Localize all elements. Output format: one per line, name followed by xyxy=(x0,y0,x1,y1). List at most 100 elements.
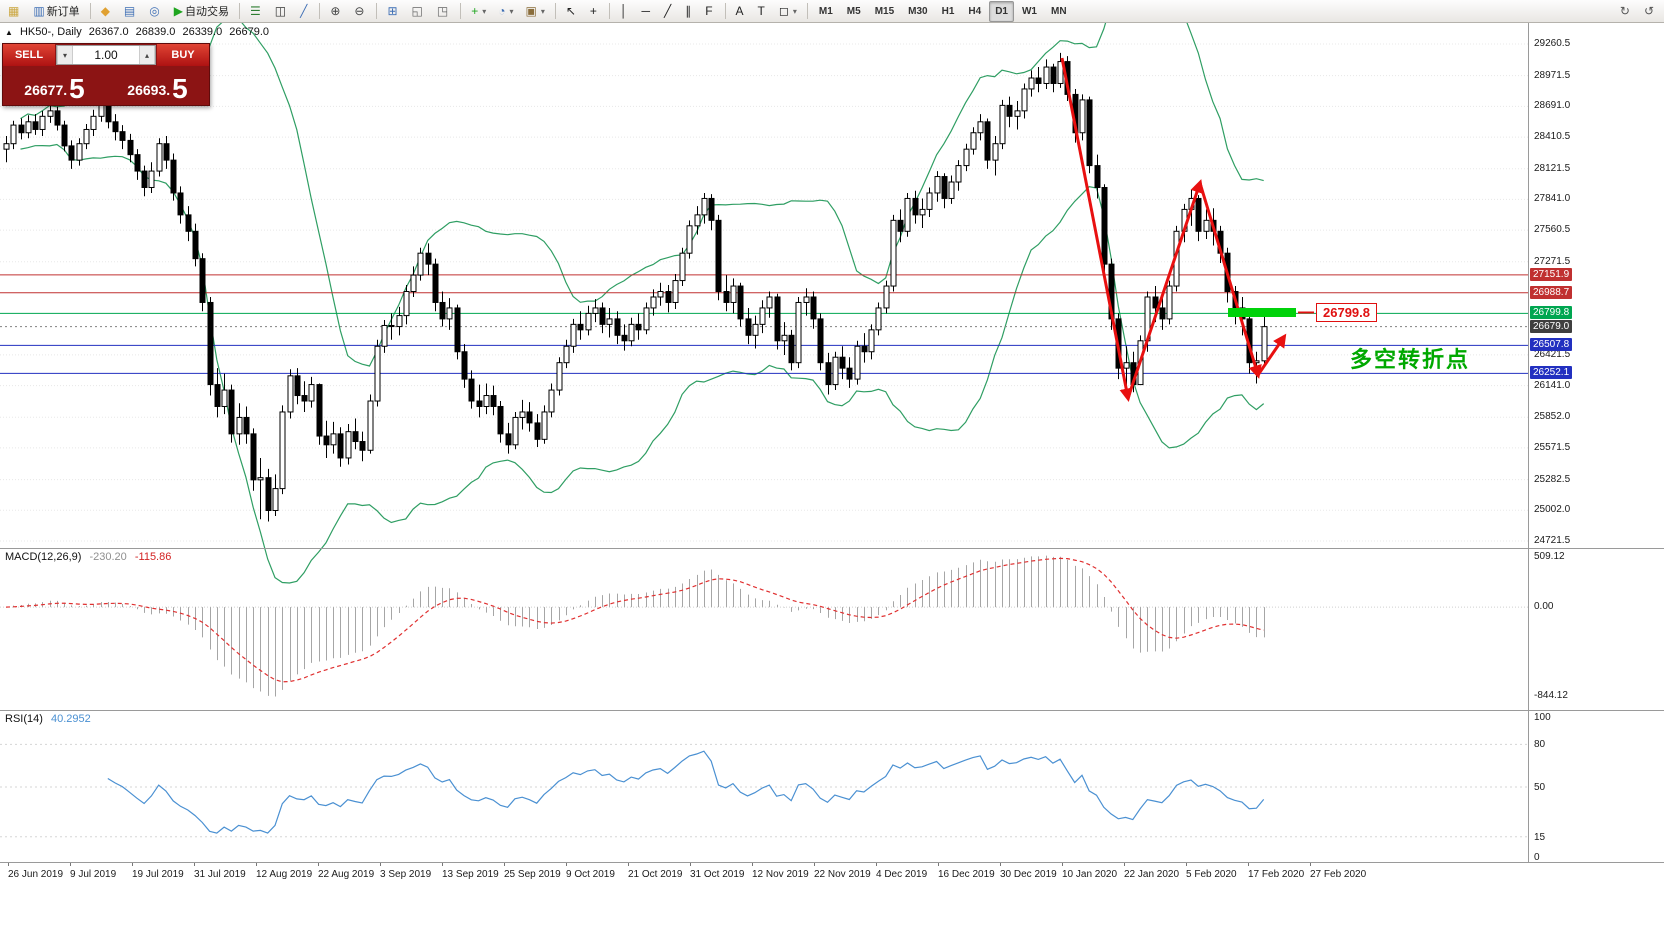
line-chart-icon[interactable]: ╱ xyxy=(295,1,314,22)
price-line-label: 26988.7 xyxy=(1530,285,1573,299)
shapes-icon[interactable]: ◻ ▾ xyxy=(774,1,802,22)
docs-icon[interactable]: ↻ xyxy=(1615,1,1637,22)
cursor-icon[interactable]: ↖ xyxy=(561,1,583,22)
horizontal-line-icon-glyph: ─ xyxy=(641,4,650,18)
buy-button[interactable]: BUY xyxy=(157,44,209,66)
bar-chart-icon-glyph: ☰ xyxy=(249,4,261,18)
tf-m1-button[interactable]: M1 xyxy=(813,1,839,22)
auto-arrange-icon-glyph: ◱ xyxy=(411,4,423,18)
channel-icon[interactable]: ∥ xyxy=(680,1,698,22)
price-line-label: 26679.0 xyxy=(1530,319,1573,333)
symbol-icon: ▲ xyxy=(5,28,13,37)
candlestick-chart-icon-glyph: ◫ xyxy=(274,4,287,18)
new-order-icon: ▥ xyxy=(33,4,45,18)
volume-increase-button[interactable]: ▴ xyxy=(139,46,155,64)
toolbar-separator xyxy=(376,3,378,19)
candlestick-chart-icon[interactable]: ◫ xyxy=(270,1,293,22)
macd-main-value: -230.20 xyxy=(89,551,127,563)
fibonacci-icon-glyph: F xyxy=(705,4,713,18)
volume-input[interactable]: 1.00 xyxy=(94,48,118,62)
chart-shift-icon[interactable]: ▦ xyxy=(3,1,26,22)
rsi-axis-label: 0 xyxy=(1534,852,1540,863)
date-axis-label: 25 Sep 2019 xyxy=(504,869,561,880)
tf-h4-button[interactable]: H4 xyxy=(962,1,987,22)
signals-icon-glyph: ◎ xyxy=(149,4,160,18)
community-icon-glyph: ↺ xyxy=(1643,4,1654,18)
mql5-market-icon[interactable]: ◆ xyxy=(96,1,117,22)
indicators-icon-glyph: + xyxy=(471,4,479,18)
date-axis-label: 10 Jan 2020 xyxy=(1062,869,1118,880)
date-axis-label: 27 Feb 2020 xyxy=(1310,869,1367,880)
price-axis-label: 25571.5 xyxy=(1534,441,1571,453)
date-axis-label: 12 Aug 2019 xyxy=(256,869,313,880)
date-axis-label: 13 Sep 2019 xyxy=(442,869,499,880)
bar-chart-icon[interactable]: ☰ xyxy=(245,1,268,22)
trendline-icon-glyph: ╱ xyxy=(663,4,672,18)
text-icon[interactable]: A xyxy=(731,1,751,22)
zoom-in-icon[interactable]: ⊕ xyxy=(325,1,347,22)
zoom-in-icon-glyph: ⊕ xyxy=(330,4,341,18)
tf-w1-button[interactable]: W1 xyxy=(1016,1,1043,22)
trendline-icon[interactable]: ╱ xyxy=(659,1,678,22)
crosshair-icon[interactable]: + xyxy=(585,1,604,22)
price-line-label: 27151.9 xyxy=(1530,267,1573,281)
indicators-icon[interactable]: + ▾ xyxy=(466,1,491,22)
date-axis-label: 22 Aug 2019 xyxy=(318,869,375,880)
tf-mn-button[interactable]: MN xyxy=(1045,1,1073,22)
toolbar-separator xyxy=(319,3,321,19)
tf-m15-button-label: M15 xyxy=(874,5,895,17)
tile-windows-icon[interactable]: ⊞ xyxy=(382,1,404,22)
text-icon-glyph: A xyxy=(735,4,744,18)
new-order-button-label: 新订单 xyxy=(46,6,80,18)
date-axis-label: 4 Dec 2019 xyxy=(876,869,928,880)
date-axis-label: 9 Jul 2019 xyxy=(70,869,117,880)
toolbar: ▦ ▥ 新订单 ◆ ▤ ◎ ▶ 自动交易 ☰ ◫ ╱ ⊕ ⊖ ⊞ ◱ ◳ + ▾ ◔ ▾ ▣ ▾ ↖ + │ ─ ╱ ∥ F A T ◻ ▾ M1… xyxy=(0,0,1664,23)
rsi-value: 40.2952 xyxy=(50,713,91,725)
price-axis-label: 27841.0 xyxy=(1534,193,1571,205)
crosshair-icon-glyph: + xyxy=(589,4,597,18)
buy-price-display: 26693. 5 xyxy=(106,66,209,105)
tf-d1-button[interactable]: D1 xyxy=(989,0,1014,22)
tf-m15-button[interactable]: M15 xyxy=(869,1,900,22)
chart-shift-icon-glyph: ▦ xyxy=(8,4,20,18)
chart-plot-area[interactable] xyxy=(0,23,1528,862)
price-axis-label: 28410.5 xyxy=(1534,131,1571,143)
price-axis-label: 28691.0 xyxy=(1534,100,1571,112)
macd-axis-label: -844.12 xyxy=(1534,690,1568,701)
price-axis-label: 28971.5 xyxy=(1534,69,1571,81)
date-axis-label: 26 Jun 2019 xyxy=(8,869,64,880)
tf-h1-button[interactable]: H1 xyxy=(936,1,961,22)
sell-price-display: 26677. 5 xyxy=(3,66,106,105)
vertical-line-icon[interactable]: │ xyxy=(615,1,635,22)
price-axis-label: 25002.0 xyxy=(1534,504,1571,516)
auto-arrange-icon[interactable]: ◱ xyxy=(407,1,430,22)
track-chart-icon[interactable]: ◳ xyxy=(432,1,455,22)
date-axis-label: 31 Jul 2019 xyxy=(194,869,246,880)
label-icon[interactable]: T xyxy=(753,1,772,22)
date-axis-label: 9 Oct 2019 xyxy=(566,869,615,880)
macd-signal-value: -115.86 xyxy=(134,551,172,563)
toolbar-separator xyxy=(554,3,556,19)
autotrade-button[interactable]: ▶ 自动交易 xyxy=(169,1,234,22)
price-line-label: 26252.1 xyxy=(1530,366,1573,380)
date-axis-label: 19 Jul 2019 xyxy=(132,869,184,880)
horizontal-line-icon[interactable]: ─ xyxy=(636,1,657,22)
tf-m5-button[interactable]: M5 xyxy=(841,1,867,22)
periods-icon[interactable]: ◔ ▾ xyxy=(493,1,518,22)
profiles-icon[interactable]: ▤ xyxy=(119,1,142,22)
mql5-market-icon-glyph: ◆ xyxy=(100,4,110,18)
price-line-label: 26799.8 xyxy=(1530,306,1573,320)
price-axis-label: 27271.5 xyxy=(1534,255,1571,267)
tf-w1-button-label: W1 xyxy=(1021,5,1037,17)
tf-h4-button-label: H4 xyxy=(968,5,982,17)
volume-decrease-button[interactable]: ▾ xyxy=(57,46,73,64)
zoom-out-icon[interactable]: ⊖ xyxy=(349,1,371,22)
autotrade-icon: ▶ xyxy=(173,4,183,18)
fibonacci-icon[interactable]: F xyxy=(700,1,719,22)
templates-icon[interactable]: ▣ ▾ xyxy=(521,1,550,22)
signals-icon[interactable]: ◎ xyxy=(144,1,166,22)
community-icon[interactable]: ↺ xyxy=(1639,1,1661,22)
new-order-button[interactable]: ▥ 新订单 xyxy=(28,1,84,22)
tf-m30-button[interactable]: M30 xyxy=(902,1,933,22)
sell-button[interactable]: SELL xyxy=(3,44,55,66)
